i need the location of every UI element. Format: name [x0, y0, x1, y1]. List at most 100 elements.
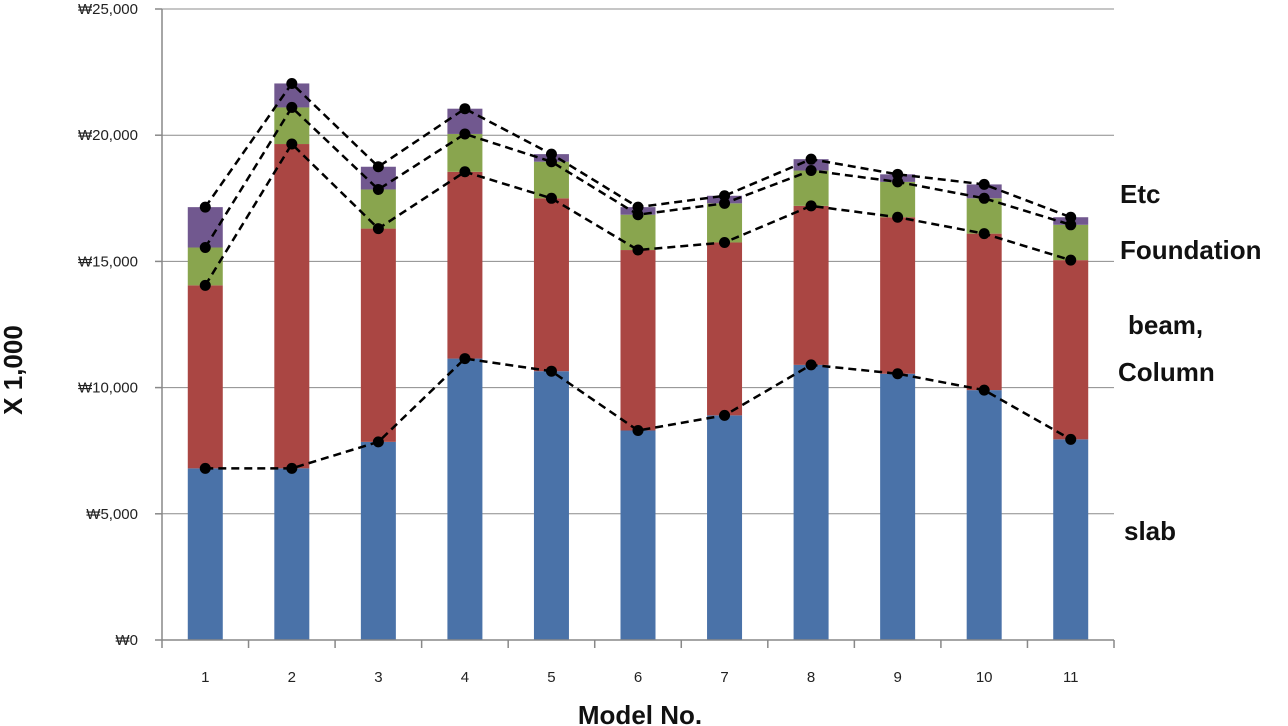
cumulative-point	[805, 153, 817, 165]
bar-foundation	[274, 107, 310, 145]
bar-foundation	[620, 214, 656, 251]
x-tick-label: 7	[720, 669, 728, 686]
legend-label-slab: slab	[1124, 516, 1176, 546]
cumulative-point	[1065, 219, 1077, 231]
bar-slab	[707, 415, 743, 640]
x-axis-title: Model No.	[578, 700, 702, 726]
bar-beam-column	[880, 217, 916, 374]
x-tick-label: 3	[374, 669, 382, 686]
bar-slab	[447, 358, 483, 640]
bar-beam-column	[620, 250, 656, 431]
bar-beam-column	[274, 144, 310, 469]
cumulative-point	[286, 138, 298, 150]
y-tick-label: ₩0	[116, 632, 139, 649]
cumulative-point	[632, 209, 644, 221]
cumulative-point	[545, 148, 557, 160]
cumulative-point	[805, 359, 817, 371]
cumulative-point	[199, 462, 211, 474]
bar-beam-column	[1053, 260, 1089, 440]
bar-foundation	[707, 203, 743, 243]
cumulative-point	[286, 462, 298, 474]
cumulative-point	[545, 365, 557, 377]
cumulative-point	[545, 156, 557, 168]
y-tick-label: ₩10,000	[78, 380, 138, 397]
bar-beam-column	[707, 242, 743, 416]
cumulative-point	[632, 244, 644, 256]
cumulative-point	[199, 279, 211, 291]
x-tick-label: 9	[893, 669, 901, 686]
cumulative-point	[459, 128, 471, 140]
bar-foundation	[533, 161, 569, 199]
cumulative-point	[459, 353, 471, 365]
cumulative-point	[978, 192, 990, 204]
y-tick-label: ₩15,000	[78, 253, 138, 270]
cumulative-line	[205, 357, 1072, 470]
cumulative-point	[719, 190, 731, 202]
cumulative-point	[199, 242, 211, 254]
cumulative-point	[459, 166, 471, 178]
cumulative-point	[719, 197, 731, 209]
bar-slab	[620, 430, 656, 640]
x-tick-label: 2	[288, 669, 296, 686]
legend-label-beam: beam,	[1128, 310, 1203, 340]
cumulative-point	[199, 201, 211, 213]
legend-label-etc: Etc	[1120, 179, 1160, 209]
bar-slab	[880, 373, 916, 640]
cumulative-point	[286, 77, 298, 89]
cumulative-point	[372, 161, 384, 173]
y-tick-label: ₩25,000	[78, 1, 138, 18]
bar-foundation	[187, 247, 223, 286]
bar-etc	[793, 159, 829, 171]
cumulative-point	[545, 192, 557, 204]
axes	[161, 9, 1114, 641]
x-tick-label: 11	[1063, 669, 1079, 686]
series-labels: Etc Foundation beam, Column slab	[1118, 179, 1262, 546]
legend-label-column: Column	[1118, 357, 1215, 387]
cumulative-point	[892, 211, 904, 223]
cumulative-point	[892, 176, 904, 188]
cumulative-point	[805, 165, 817, 177]
cumulative-point	[978, 228, 990, 240]
cumulative-lines	[199, 77, 1077, 474]
cumulative-point	[1065, 254, 1077, 266]
x-tick-labels: 1 2 3 4 5 6 7 8 9 10 11	[161, 640, 1115, 686]
bar-beam-column	[966, 233, 1002, 391]
bar-slab	[793, 364, 829, 640]
bar-slab	[533, 371, 569, 640]
cumulative-point	[978, 178, 990, 190]
cumulative-point	[286, 101, 298, 113]
bar-foundation	[880, 181, 916, 218]
bar-foundation	[966, 198, 1002, 234]
y-axis-title: X 1,000	[0, 325, 28, 415]
cumulative-point	[632, 201, 644, 213]
y-tick-labels: ₩0 ₩5,000 ₩10,000 ₩15,000 ₩20,000 ₩25,000	[78, 1, 138, 649]
x-tick-label: 4	[461, 669, 469, 686]
bar-foundation	[1053, 224, 1089, 261]
cumulative-point	[372, 183, 384, 195]
bar-stacks	[187, 83, 1089, 640]
cumulative-line	[204, 81, 1072, 219]
legend-label-foundation: Foundation	[1120, 235, 1262, 265]
cumulative-point	[1065, 433, 1077, 445]
bar-beam-column	[533, 198, 569, 372]
x-tick-label: 5	[547, 669, 555, 686]
bar-slab	[274, 468, 310, 640]
y-tick-label: ₩5,000	[86, 506, 138, 523]
bar-beam-column	[793, 205, 829, 365]
cumulative-point	[805, 200, 817, 212]
bar-etc	[187, 207, 223, 248]
bar-foundation	[447, 133, 483, 172]
x-tick-label: 10	[976, 669, 993, 686]
cumulative-point	[892, 168, 904, 180]
cumulative-point	[719, 409, 731, 421]
cumulative-point	[892, 368, 904, 380]
bar-slab	[187, 468, 223, 640]
x-tick-label: 8	[807, 669, 815, 686]
bar-beam-column	[447, 171, 483, 359]
cumulative-point	[632, 425, 644, 437]
bar-beam-column	[360, 228, 396, 442]
bar-foundation	[360, 189, 396, 229]
bar-etc	[274, 83, 310, 108]
bar-slab	[360, 441, 396, 640]
